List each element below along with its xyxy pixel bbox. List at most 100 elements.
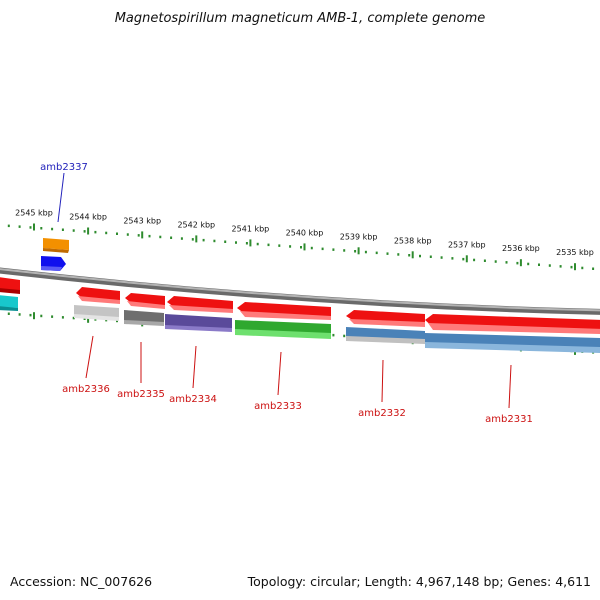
ruler-dot <box>7 224 10 228</box>
ruler-dot <box>235 241 237 244</box>
gene-label-amb2337[interactable]: amb2337 <box>40 162 88 173</box>
ruler-dot <box>61 316 64 319</box>
gene-feature-cyan[interactable] <box>0 295 18 311</box>
ruler-dot <box>29 313 32 317</box>
ruler-dot <box>300 246 302 249</box>
gene-label-amb2336[interactable]: amb2336 <box>62 384 110 395</box>
ruler-dot <box>592 267 595 270</box>
ruler-dot <box>7 312 10 315</box>
ruler-dot <box>548 264 551 267</box>
ruler-dot <box>202 238 205 242</box>
gene-feature-amb2337[interactable] <box>41 256 66 271</box>
forward-strand-features <box>0 238 69 294</box>
ruler-dot <box>473 258 476 262</box>
ruler-dot <box>29 226 32 229</box>
ruler-dot <box>343 249 346 252</box>
major-tick <box>357 247 360 255</box>
tick-label: 2536 kbp <box>502 244 540 253</box>
reverse-strand-features <box>0 287 600 353</box>
major-tick <box>249 239 252 247</box>
ruler-dot <box>213 239 216 243</box>
ruler-dot <box>516 261 519 265</box>
accession-text: Accession: NC_007626 <box>10 574 152 589</box>
tick-label: 2539 kbp <box>340 232 378 241</box>
topology-text: Topology: circular; Length: 4,967,148 bp… <box>247 574 591 589</box>
leader-line-amb2333 <box>277 351 282 396</box>
ruler-dot <box>40 227 43 230</box>
ruler-dot <box>72 229 75 232</box>
gene-label-amb2333[interactable]: amb2333 <box>254 401 302 412</box>
ruler-dot <box>332 248 335 251</box>
ruler-dot <box>61 228 64 231</box>
tick-label: 2538 kbp <box>394 236 432 245</box>
ruler-dot <box>105 318 108 322</box>
ruler-dot <box>289 245 292 248</box>
ruler-dot <box>116 232 118 235</box>
ruler-dot <box>94 318 97 321</box>
ruler-dot <box>386 252 389 255</box>
ruler-dot <box>321 247 324 251</box>
major-tick <box>195 235 198 243</box>
outer-ruler <box>7 223 595 271</box>
gene-label-amb2334[interactable]: amb2334 <box>169 394 217 405</box>
ruler-dot <box>105 231 108 235</box>
major-tick <box>303 243 306 251</box>
gene-labels: amb2337 amb2336 amb2335 amb2334 amb2333 … <box>40 162 533 425</box>
tick-labels: 2545 kbp 2544 kbp 2543 kbp 2542 kbp 2541 kbp… <box>15 209 594 258</box>
genome-backbone <box>0 267 600 315</box>
gene-feature-amb2334-red[interactable] <box>167 296 233 313</box>
gene-feature-amb2331-red[interactable] <box>425 314 600 334</box>
gene-feature-amb2332-blue[interactable] <box>346 327 425 344</box>
gene-feature-amb2333-red[interactable] <box>237 302 331 320</box>
major-tick <box>141 231 144 239</box>
ruler-dot <box>332 333 335 337</box>
ruler-dot <box>527 262 530 266</box>
tick-label: 2545 kbp <box>15 209 53 218</box>
tick-label: 2541 kbp <box>232 224 270 233</box>
gene-label-amb2332[interactable]: amb2332 <box>358 408 406 419</box>
tick-label: 2544 kbp <box>69 213 107 222</box>
ruler-dot <box>83 317 86 320</box>
map-title: Magnetospirillum magneticum AMB-1, compl… <box>115 11 486 26</box>
gene-feature-amb2331-blue[interactable] <box>425 333 600 353</box>
ruler-dot <box>18 313 21 316</box>
ruler-dot <box>375 251 378 255</box>
ruler-dot <box>310 246 313 250</box>
ruler-dot <box>559 265 562 268</box>
leader-line-amb2336 <box>85 335 94 379</box>
tick-label: 2540 kbp <box>286 228 324 237</box>
gene-feature-amb2336-red[interactable] <box>76 287 120 304</box>
ruler-dot <box>278 244 281 247</box>
tick-label: 2537 kbp <box>448 240 486 249</box>
ruler-dot <box>83 230 86 233</box>
ruler-dot <box>148 234 151 238</box>
gene-label-amb2335[interactable]: amb2335 <box>117 389 165 400</box>
gene-feature-amb2334-purple[interactable] <box>165 314 232 332</box>
major-tick <box>87 315 90 323</box>
major-tick <box>87 227 90 235</box>
ruler-dot <box>354 250 357 253</box>
gene-feature-amb2336-gray[interactable] <box>74 305 119 321</box>
major-tick <box>574 263 576 271</box>
ruler-dot <box>180 237 183 240</box>
ruler-dot <box>570 265 573 269</box>
ruler-dot <box>505 261 508 264</box>
gene-feature-amb2332-red[interactable] <box>346 310 425 327</box>
leader-line-amb2334 <box>192 345 197 389</box>
major-tick <box>411 251 414 259</box>
ruler-dot <box>126 233 129 236</box>
ruler-dot <box>170 236 173 239</box>
gene-feature-orange[interactable] <box>43 238 69 253</box>
ruler-dot <box>397 253 400 256</box>
ruler-dot <box>116 319 118 323</box>
tick-label: 2535 kbp <box>556 248 594 257</box>
ruler-dot <box>224 240 227 243</box>
gene-feature-amb2333-green[interactable] <box>235 320 331 339</box>
gene-feature-amb2335-red[interactable] <box>125 293 165 309</box>
gene-label-amb2331[interactable]: amb2331 <box>485 414 533 425</box>
gene-feature-amb2335-gray[interactable] <box>124 310 164 326</box>
gene-feature-partial-left[interactable] <box>0 277 20 294</box>
major-tick <box>33 223 35 231</box>
leader-line-amb2332 <box>381 359 384 403</box>
